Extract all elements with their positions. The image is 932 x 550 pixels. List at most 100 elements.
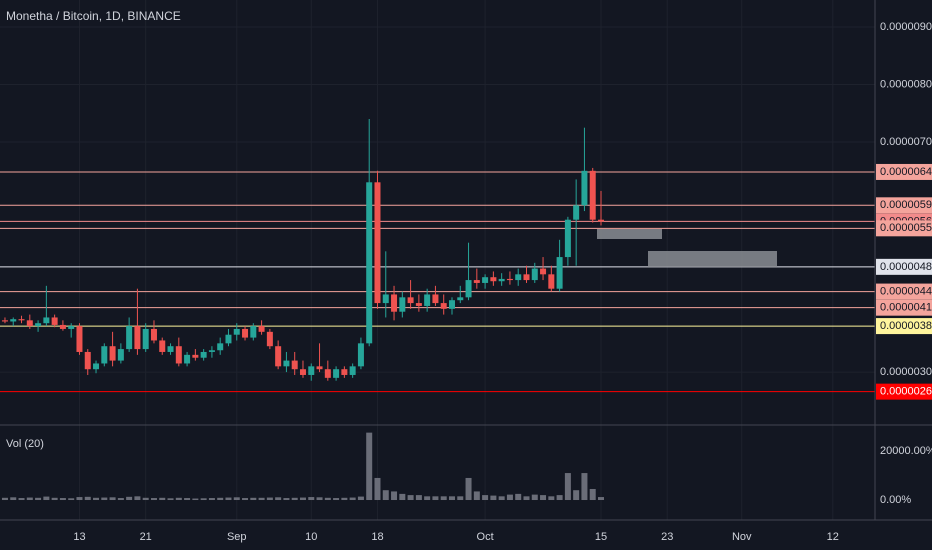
candle-body — [233, 328, 240, 335]
level-label: 0.00000266 — [880, 386, 932, 398]
volume-bar — [51, 497, 58, 501]
volume-bar — [18, 498, 25, 501]
volume-bar — [308, 497, 315, 501]
candle-body — [291, 360, 298, 370]
volume-bar — [250, 497, 257, 501]
volume-bar — [357, 496, 364, 501]
volume-bar — [109, 497, 116, 501]
volume-bar — [134, 496, 141, 501]
volume-bar — [126, 496, 133, 501]
drawing-rect — [597, 229, 662, 239]
candle-body — [366, 182, 373, 344]
volume-bar — [142, 497, 149, 501]
volume-bar — [432, 496, 439, 501]
level-label: 0.00000412 — [880, 302, 932, 314]
volume-bar — [407, 495, 414, 501]
candle-body — [275, 346, 282, 367]
candle-body — [589, 170, 596, 220]
candle-body — [109, 346, 116, 361]
volume-bar — [299, 497, 306, 501]
level-label-box — [876, 318, 932, 335]
volume-bar — [548, 496, 555, 501]
candle-body — [465, 280, 472, 298]
candle-body — [84, 351, 91, 370]
candle-body — [117, 349, 124, 361]
candle-body — [440, 303, 447, 309]
candle-body — [424, 294, 431, 306]
volume-bar — [43, 496, 50, 501]
volume-bar — [457, 496, 464, 501]
candle-body — [200, 351, 207, 358]
volume-bar — [382, 490, 389, 501]
candle-body — [349, 366, 356, 375]
candle-body — [35, 323, 42, 327]
volume-bar — [283, 498, 290, 501]
volume-bar — [540, 495, 547, 501]
candle-body — [482, 277, 489, 283]
volume-bar — [225, 497, 232, 501]
candle-body — [18, 319, 25, 321]
candle-body — [581, 170, 588, 206]
volume-bar — [440, 496, 447, 501]
candle-body — [564, 219, 571, 258]
x-tick-label: 10 — [305, 531, 317, 543]
candle-body — [68, 326, 75, 329]
volume-bar — [589, 488, 596, 501]
candle-body — [597, 219, 604, 222]
candle-body — [308, 366, 315, 375]
volume-bar — [482, 495, 489, 501]
candle-body — [341, 369, 348, 375]
candle-body — [43, 317, 50, 324]
candle-body — [391, 294, 398, 312]
volume-bar — [506, 494, 513, 501]
volume-bar — [93, 497, 100, 501]
volume-bar — [399, 493, 406, 501]
volume-bar — [556, 495, 563, 501]
volume-bar — [275, 497, 282, 501]
x-tick-label: 23 — [661, 531, 673, 543]
candle-body — [531, 268, 538, 281]
candle-body — [51, 317, 58, 325]
x-tick-label: 18 — [371, 531, 383, 543]
volume-bar — [192, 498, 199, 501]
volume-bar — [150, 498, 157, 501]
volume-bar — [341, 497, 348, 501]
volume-bar — [76, 497, 83, 501]
volume-bar — [10, 497, 17, 501]
level-label-box — [876, 163, 932, 180]
level-label: 0.00000483 — [880, 261, 932, 273]
volume-bar — [101, 497, 108, 501]
candle-body — [407, 297, 414, 304]
candle-body — [217, 343, 224, 351]
volume-bar — [531, 494, 538, 501]
candle-body — [448, 300, 455, 309]
volume-bar — [490, 495, 497, 501]
volume-bar — [564, 473, 571, 501]
volume-tick-label: 0.00% — [880, 494, 911, 506]
volume-bar — [35, 497, 42, 501]
candle-body — [382, 294, 389, 304]
drawing-rect — [648, 251, 777, 267]
volume-bar — [217, 497, 224, 501]
candle-body — [93, 363, 100, 370]
volume-bar — [175, 497, 182, 501]
candle-body — [299, 369, 306, 375]
candle-body — [457, 297, 464, 301]
candle-body — [548, 274, 555, 289]
candle-body — [1, 320, 8, 322]
volume-pane — [1, 432, 604, 501]
candle-body — [134, 326, 141, 350]
candle-body — [316, 366, 323, 370]
volume-bar — [374, 477, 381, 501]
level-label-box — [876, 220, 932, 237]
level-label-box — [876, 383, 932, 400]
candle-body — [333, 369, 340, 378]
x-tick-label: 21 — [140, 531, 152, 543]
